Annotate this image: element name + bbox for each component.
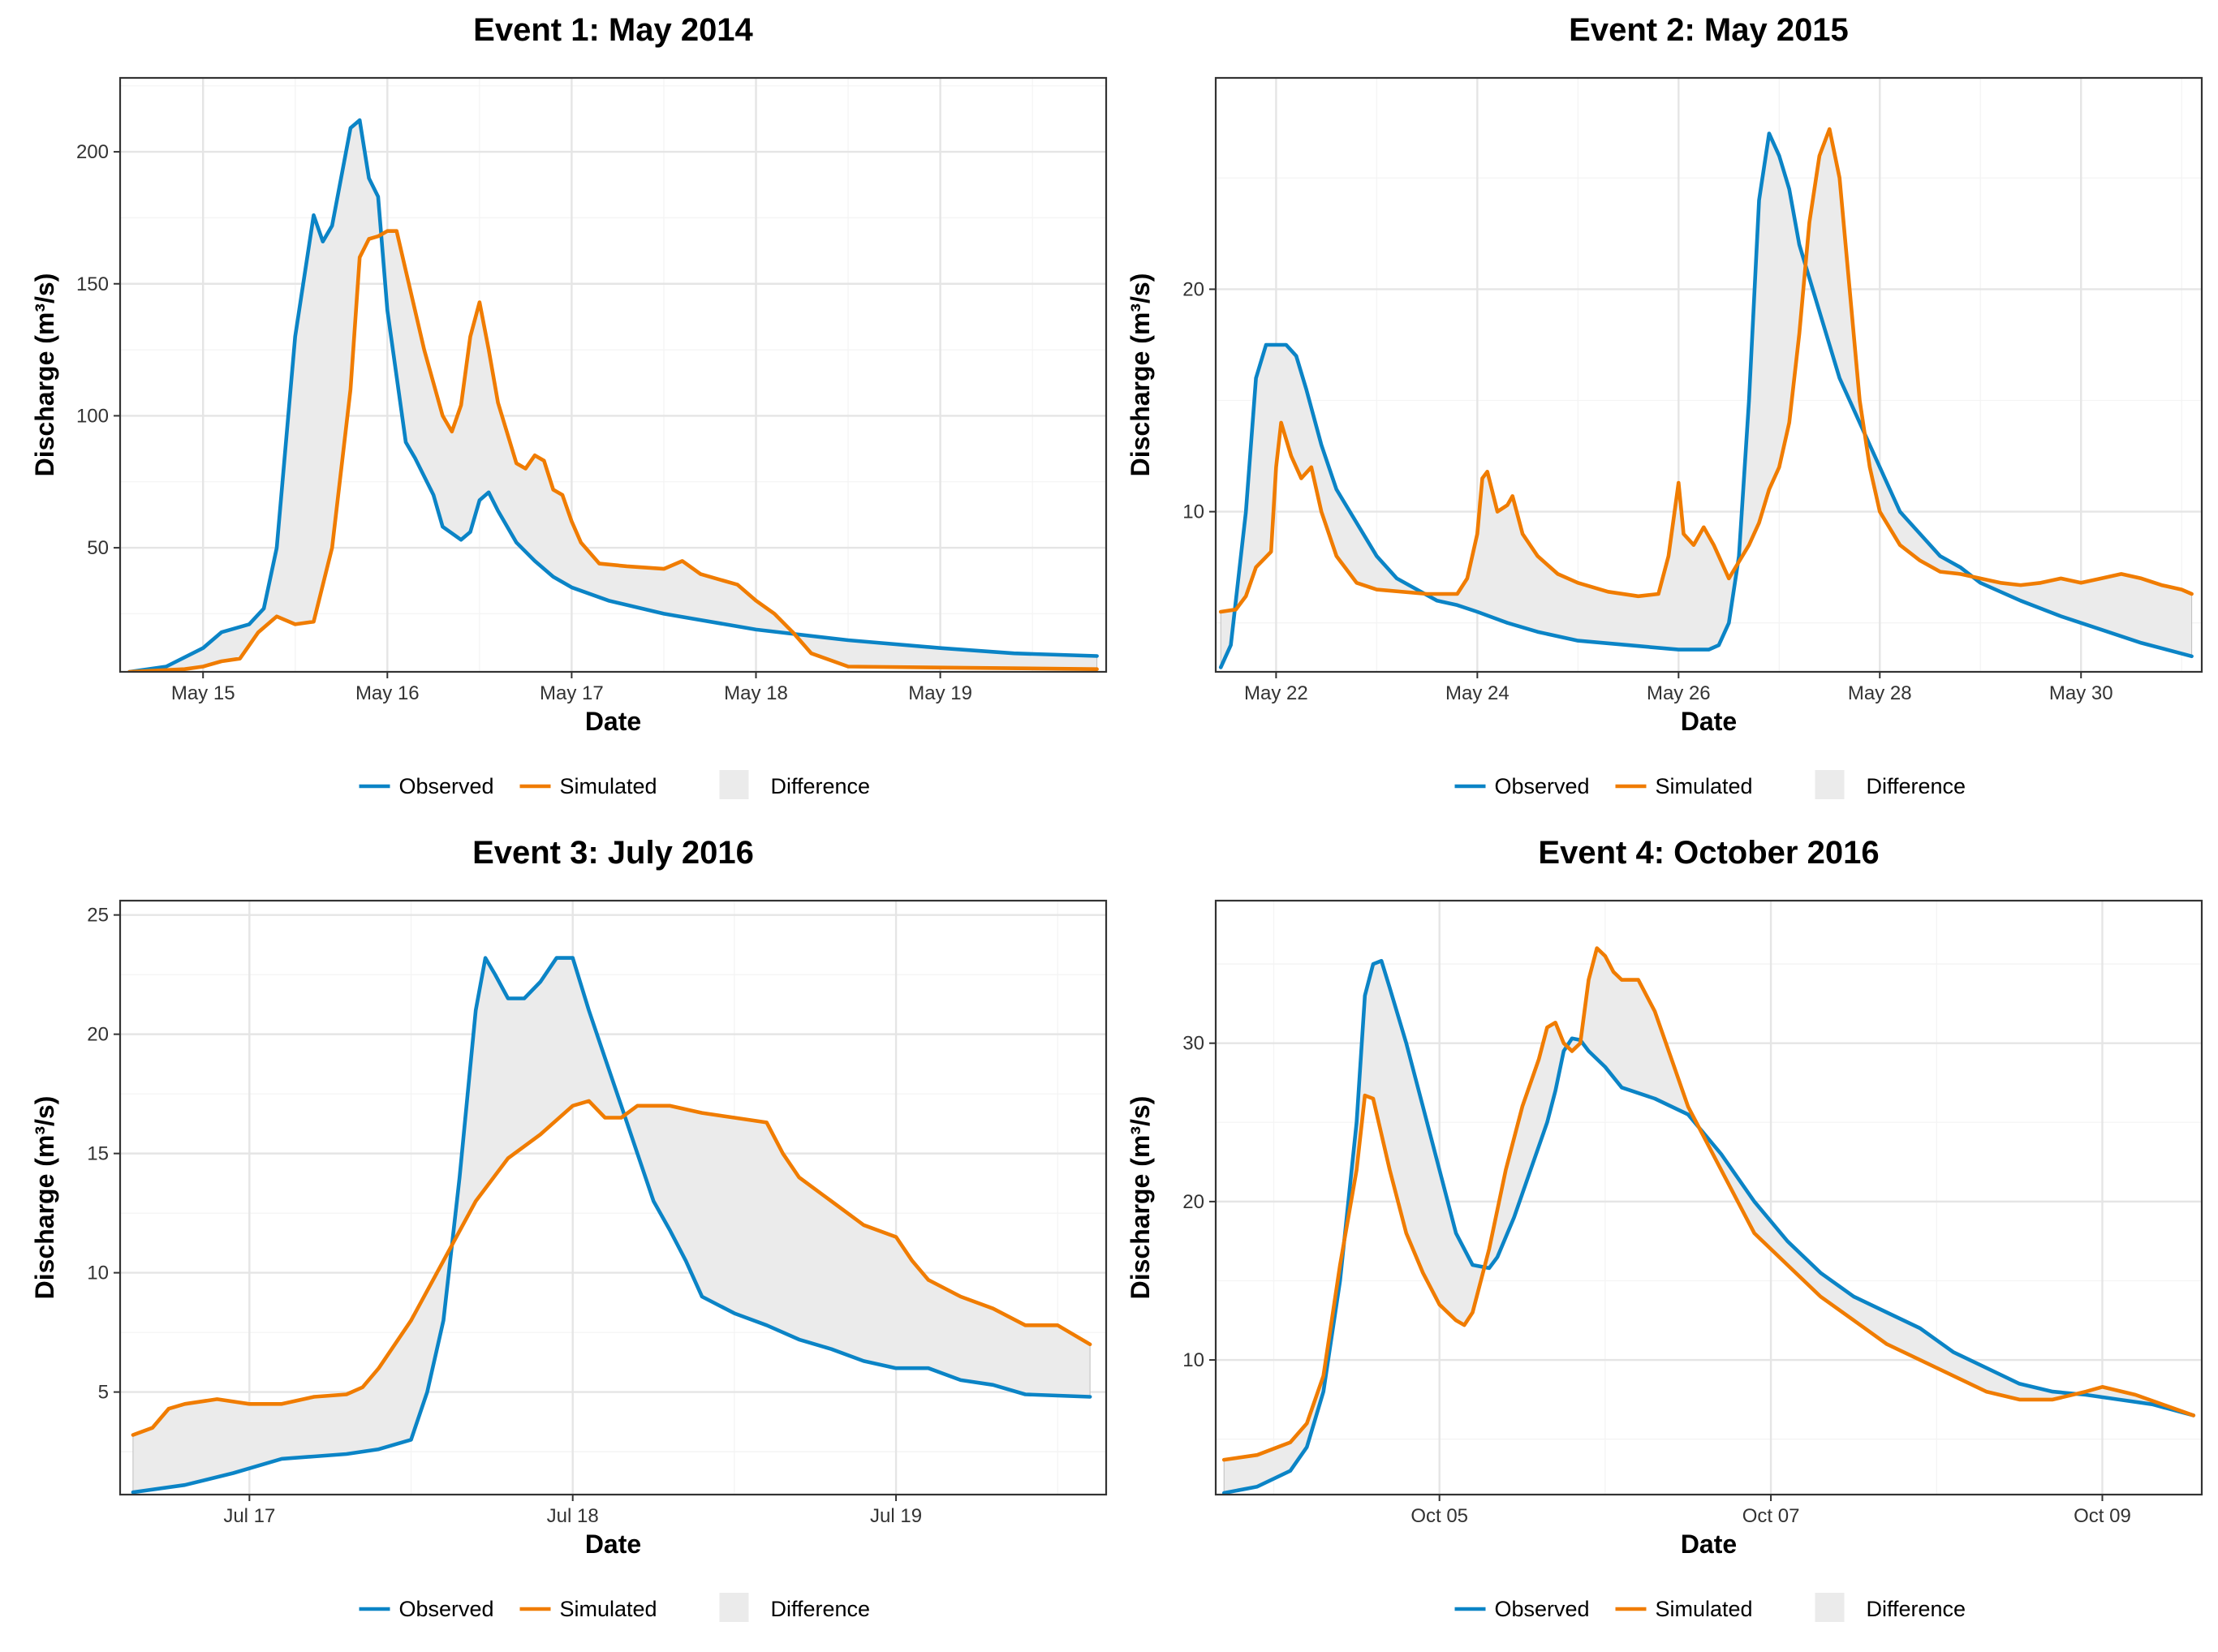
legend-label-difference: Difference bbox=[1867, 1597, 1966, 1621]
chart-title: Event 2: May 2015 bbox=[1569, 12, 1849, 48]
y-tick-label: 20 bbox=[87, 1024, 109, 1046]
y-tick-label: 50 bbox=[87, 537, 109, 559]
y-tick-label: 5 bbox=[98, 1382, 109, 1404]
chart-title: Event 3: July 2016 bbox=[472, 835, 754, 871]
series-line-observed bbox=[1221, 958, 2196, 1495]
x-axis-title: Date bbox=[1681, 707, 1737, 736]
legend: Observed Simulated Difference bbox=[359, 1593, 871, 1622]
panel-border bbox=[1214, 899, 2203, 1496]
x-tick-label: Oct 09 bbox=[2074, 1505, 2131, 1527]
x-tick-label: May 19 bbox=[908, 682, 972, 704]
series-line-simulated bbox=[131, 1099, 1092, 1437]
chart-panel-2: May 22 May 24 May 26 May 28 May 30 10 20 Event … bbox=[1126, 12, 2203, 799]
y-tick-label: 30 bbox=[1182, 1033, 1204, 1055]
legend-label-observed: Observed bbox=[399, 774, 494, 798]
series-line-simulated bbox=[1218, 127, 2194, 614]
legend-label-observed: Observed bbox=[1495, 774, 1590, 798]
panel-border bbox=[118, 899, 1108, 1496]
panel-border bbox=[118, 76, 1108, 673]
x-tick-label: May 24 bbox=[1445, 682, 1510, 704]
legend-label-observed: Observed bbox=[399, 1597, 494, 1621]
x-tick-label: Jul 17 bbox=[223, 1505, 275, 1527]
series-line-observed bbox=[1218, 131, 2194, 669]
x-tick-label: May 16 bbox=[355, 682, 420, 704]
y-axis-title: Discharge (m³/s) bbox=[1126, 273, 1155, 477]
legend-label-simulated: Simulated bbox=[1656, 1597, 1753, 1621]
y-tick-label: 10 bbox=[1182, 1349, 1204, 1371]
y-axis-title: Discharge (m³/s) bbox=[1126, 1096, 1155, 1300]
legend-label-observed: Observed bbox=[1495, 1597, 1590, 1621]
x-tick-label: May 22 bbox=[1244, 682, 1308, 704]
x-axis-title: Date bbox=[585, 1529, 641, 1559]
series-line-observed bbox=[127, 118, 1099, 672]
y-tick-label: 15 bbox=[87, 1143, 109, 1165]
series-line-observed bbox=[131, 956, 1092, 1495]
chart-title: Event 4: October 2016 bbox=[1538, 835, 1879, 871]
y-tick-label: 25 bbox=[87, 905, 109, 927]
chart-panel-3: Jul 17 Jul 18 Jul 19 5 10 15 20 25 Event 3: July… bbox=[30, 835, 1108, 1622]
y-tick-label: 10 bbox=[1182, 501, 1204, 523]
y-tick-label: 20 bbox=[1182, 1191, 1204, 1213]
y-axis-title: Discharge (m³/s) bbox=[30, 273, 59, 477]
y-tick-label: 200 bbox=[76, 141, 109, 163]
y-tick-label: 100 bbox=[76, 405, 109, 427]
x-tick-label: Oct 05 bbox=[1410, 1505, 1468, 1527]
y-tick-label: 20 bbox=[1182, 278, 1204, 300]
chart-panel-1: May 15 May 16 May 17 May 18 May 19 50 100 150 20… bbox=[30, 12, 1108, 799]
x-tick-label: Jul 18 bbox=[547, 1505, 599, 1527]
legend-key-difference bbox=[1815, 1593, 1845, 1622]
chart-panel-4: Oct 05 Oct 07 Oct 09 10 20 30 Event 4: October… bbox=[1126, 835, 2203, 1622]
x-tick-label: Jul 19 bbox=[870, 1505, 922, 1527]
legend: Observed Simulated Difference bbox=[1454, 1593, 1966, 1622]
x-axis-title: Date bbox=[1681, 1529, 1737, 1559]
legend-key-difference bbox=[719, 1593, 749, 1622]
x-axis-title: Date bbox=[585, 707, 641, 736]
legend-key-difference bbox=[719, 770, 749, 799]
x-tick-label: May 30 bbox=[2049, 682, 2113, 704]
x-tick-label: May 26 bbox=[1647, 682, 1711, 704]
y-axis-title: Discharge (m³/s) bbox=[30, 1096, 59, 1300]
plot-background bbox=[120, 901, 1106, 1495]
x-tick-label: May 28 bbox=[1848, 682, 1912, 704]
panel-border bbox=[1214, 76, 2203, 673]
legend: Observed Simulated Difference bbox=[1454, 770, 1966, 799]
y-tick-label: 150 bbox=[76, 273, 109, 295]
y-tick-label: 10 bbox=[87, 1263, 109, 1284]
x-tick-label: May 17 bbox=[540, 682, 604, 704]
x-tick-label: May 15 bbox=[171, 682, 235, 704]
legend-label-difference: Difference bbox=[1867, 774, 1966, 798]
series-line-simulated bbox=[1221, 946, 2196, 1462]
legend-key-difference bbox=[1815, 770, 1845, 799]
legend-label-simulated: Simulated bbox=[1656, 774, 1753, 798]
series-line-simulated bbox=[127, 229, 1099, 672]
plot-background bbox=[1216, 901, 2202, 1495]
legend-label-simulated: Simulated bbox=[560, 1597, 657, 1621]
legend-label-difference: Difference bbox=[771, 774, 871, 798]
legend-label-difference: Difference bbox=[771, 1597, 871, 1621]
chart-title: Event 1: May 2014 bbox=[473, 12, 753, 48]
legend-label-simulated: Simulated bbox=[560, 774, 657, 798]
legend: Observed Simulated Difference bbox=[359, 770, 871, 799]
x-tick-label: May 18 bbox=[724, 682, 788, 704]
x-tick-label: Oct 07 bbox=[1742, 1505, 1800, 1527]
